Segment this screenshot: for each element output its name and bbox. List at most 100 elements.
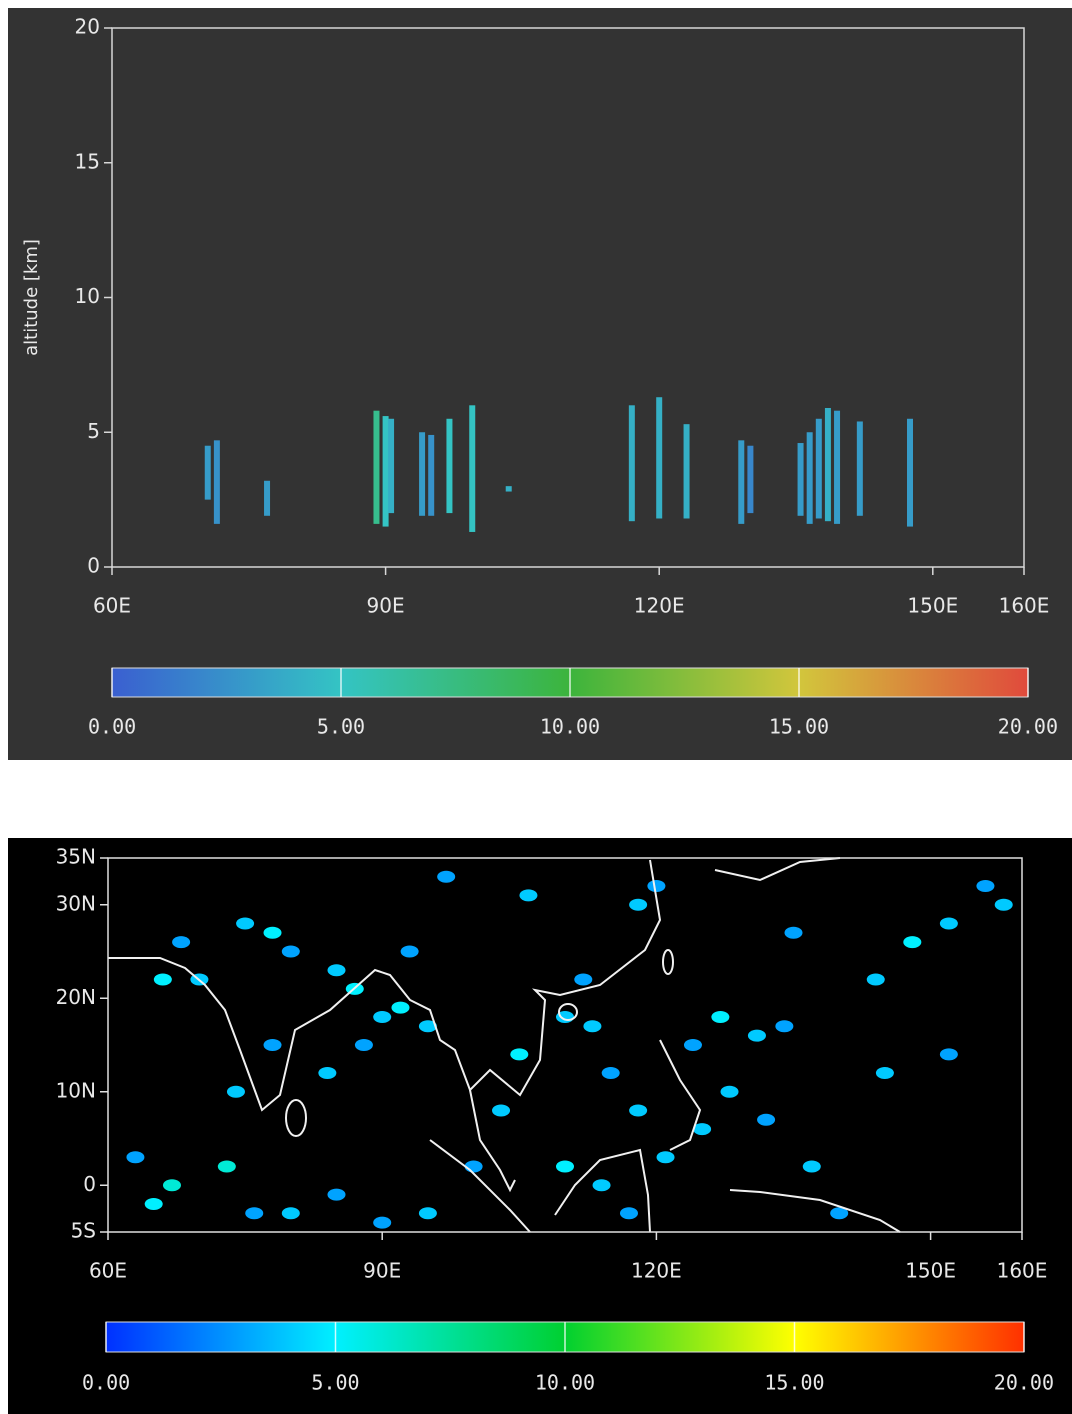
echo-cell [803,1161,821,1173]
echo-cell [940,1048,958,1060]
colorbar-tick-label: 0.00 [88,715,136,739]
echo-cell [757,1114,775,1126]
echo-column [684,424,690,518]
y-tick-label: 30N [56,891,96,915]
echo-cell [940,917,958,929]
echo-column [738,440,744,524]
y-tick-label: 35N [56,845,96,869]
echo-cell [775,1020,793,1032]
panel-background [8,8,1072,760]
page: 60E 90E 120E 150E 160E 0 5 10 15 20 altitude [km] 0… [0,0,1072,1414]
echo-cell [172,936,190,948]
echo-cell [995,899,1013,911]
x-tick-label: 150E [907,594,958,618]
echo-cell [903,936,921,948]
echo-cell [711,1011,729,1023]
echo-cell [748,1030,766,1042]
echo-column [825,408,831,521]
colorbar-tick-label: 20.00 [998,715,1058,739]
echo-column [506,486,512,491]
echo-cell [556,1161,574,1173]
y-tick-label: 0 [83,1172,96,1196]
x-tick-label: 120E [634,594,685,618]
echo-cell [684,1039,702,1051]
echo-cell [318,1067,336,1079]
echo-column [205,446,211,500]
echo-column [747,446,753,513]
echo-cell [510,1048,528,1060]
echo-cell [976,880,994,892]
colorbar-tick-label: 10.00 [540,715,600,739]
echo-cell [657,1151,675,1163]
x-tick-label: 150E [905,1259,956,1283]
y-tick-label: 15 [75,149,100,173]
echo-column [214,440,220,524]
echo-column [907,419,913,527]
echo-cell [602,1067,620,1079]
panel: 60E90E120E150E160E05101520altitude [km]0… [8,8,1072,760]
y-axis-label: altitude [km] [21,239,42,356]
colorbar-tick-label: 15.00 [769,715,829,739]
echo-column [446,419,452,513]
x-tick-label: 90E [367,594,405,618]
y-tick-label: 10N [56,1078,96,1102]
echo-cell [227,1086,245,1098]
echo-cell [264,1039,282,1051]
colorbar-tick-label: 5.00 [317,715,365,739]
echo-column [816,419,822,519]
echo-cell [126,1151,144,1163]
echo-cell [583,1020,601,1032]
echo-cell [145,1198,163,1210]
echo-column [798,443,804,516]
echo-cell [236,917,254,929]
x-tick-label: 60E [89,1259,127,1283]
echo-cell [154,974,172,986]
echo-cell [401,946,419,958]
echo-cell [574,974,592,986]
echo-cell [465,1161,483,1173]
echo-cell [629,899,647,911]
echo-cell [620,1207,638,1219]
y-tick-label: 10 [75,284,100,308]
y-tick-label: 5 [87,419,100,443]
echo-cell [647,880,665,892]
echo-cell [328,964,346,976]
x-tick-label: 90E [363,1259,401,1283]
echo-cell [282,1207,300,1219]
echo-cell [373,1011,391,1023]
echo-cell [876,1067,894,1079]
colorbar-tick-label: 5.00 [311,1371,359,1395]
echo-column [419,432,425,516]
x-tick-label: 160E [997,1259,1048,1283]
y-tick-label: 20N [56,985,96,1009]
echo-column [807,432,813,524]
echo-cell [264,927,282,939]
echo-cell [437,871,455,883]
echo-cell [282,946,300,958]
echo-column [428,435,434,516]
figure: 60E 90E 120E 150E 160E 0 5 10 15 20 altitude [km] 0… [0,0,1072,1414]
echo-cell [785,927,803,939]
colorbar-tick-label: 15.00 [764,1371,824,1395]
echo-column [383,416,389,526]
echo-cell [373,1217,391,1229]
colorbar-tick-label: 10.00 [535,1371,595,1395]
echo-column [469,405,475,532]
echo-cell [419,1207,437,1219]
echo-column [857,421,863,515]
echo-cell [391,1002,409,1014]
echo-cell [629,1104,647,1116]
y-tick-label: 0 [87,554,100,578]
y-tick-label: 20 [75,15,100,39]
echo-cell [163,1179,181,1191]
echo-column [264,481,270,516]
echo-column [388,419,394,513]
echo-cell [593,1179,611,1191]
echo-cell [218,1161,236,1173]
echo-column [834,411,840,524]
echo-column [629,405,635,521]
echo-cell [519,889,537,901]
echo-cell [328,1189,346,1201]
colorbar-tick-label: 20.00 [994,1371,1054,1395]
